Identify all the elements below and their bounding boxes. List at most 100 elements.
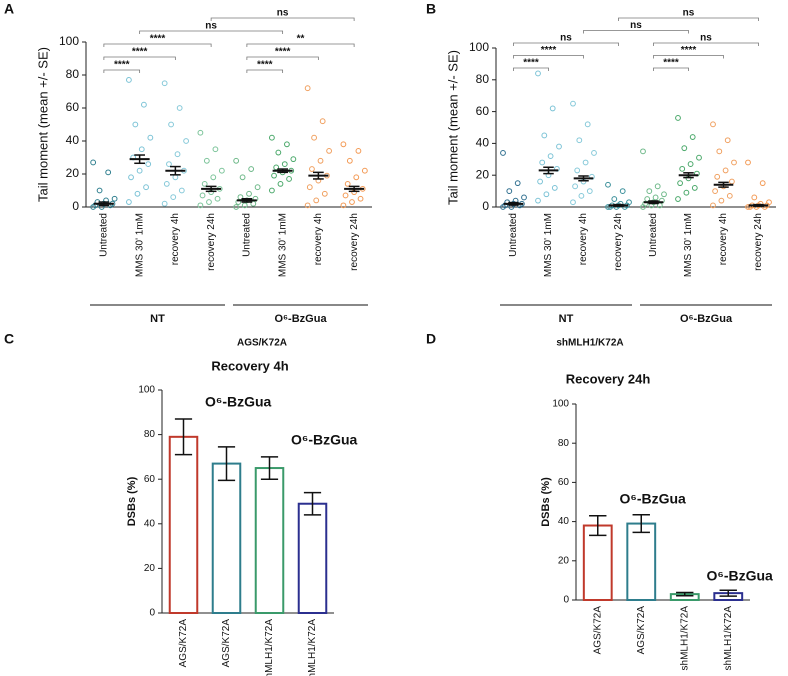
data-point <box>710 121 716 128</box>
data-point <box>574 167 581 174</box>
data-point <box>759 180 766 187</box>
y-tick-label: 20 <box>476 167 490 181</box>
data-point <box>691 185 698 191</box>
data-point <box>163 181 170 187</box>
bar <box>626 522 657 601</box>
data-point <box>161 200 168 207</box>
y-tick-label: 20 <box>558 555 570 566</box>
data-point <box>677 180 683 187</box>
x-tick-label: AGS/K72A <box>592 606 603 655</box>
significance-label: ns <box>630 20 642 31</box>
y-axis-label: Tail moment (mean +/- SE) <box>35 47 50 202</box>
data-point <box>132 121 139 128</box>
data-point <box>584 121 591 128</box>
data-point <box>309 166 315 172</box>
comparison-bracket <box>246 43 355 47</box>
x-tick-label: MMS 30' 1mM <box>683 213 694 277</box>
x-tick-label: MMS 30' 1mM <box>134 213 145 277</box>
y-tick-label: 40 <box>476 136 490 150</box>
data-point <box>105 169 112 176</box>
bar <box>254 467 285 614</box>
data-point <box>551 185 558 191</box>
x-tick-label: recovery 24h <box>613 213 624 271</box>
data-point <box>576 137 583 144</box>
data-point <box>547 153 554 160</box>
comparison-bracket <box>513 55 584 59</box>
data-point <box>745 159 751 166</box>
data-point <box>125 199 132 205</box>
data-point <box>537 178 543 185</box>
y-tick-label: 80 <box>66 67 80 81</box>
x-tick-label: shMLH1/K72A <box>723 606 734 671</box>
data-point <box>355 148 362 154</box>
data-point <box>284 141 290 148</box>
panel-label: A <box>4 1 14 17</box>
significance-label: **** <box>681 45 697 56</box>
comparison-bracket <box>513 42 619 46</box>
data-point <box>591 150 597 156</box>
y-tick-label: 80 <box>144 429 156 440</box>
data-point <box>166 161 172 168</box>
y-tick-label: 100 <box>138 385 155 396</box>
y-tick-label: 60 <box>66 100 80 114</box>
data-point <box>326 148 333 154</box>
data-point <box>138 146 145 153</box>
data-point <box>661 191 667 198</box>
data-point <box>619 188 626 195</box>
panel-header: shMLH1/K72A <box>556 338 623 349</box>
panel-label: D <box>426 331 436 347</box>
y-tick-label: 20 <box>144 563 156 574</box>
bar <box>211 462 242 614</box>
data-point <box>143 184 149 191</box>
significance-label: **** <box>663 58 679 69</box>
data-point <box>646 188 653 195</box>
data-point <box>683 189 690 196</box>
data-point <box>570 100 576 107</box>
y-tick-label: 0 <box>563 595 569 606</box>
data-point <box>731 159 737 166</box>
x-tick-label: AGS/K72A <box>178 619 189 668</box>
comparison-bracket <box>103 69 141 73</box>
data-point <box>687 161 694 167</box>
x-tick-label: shMLH1/K72A <box>264 619 275 676</box>
data-point <box>346 157 353 164</box>
chart-title: Recovery 24h <box>566 371 651 386</box>
annotation: O⁶-BzGua <box>205 394 272 410</box>
data-point <box>578 192 585 199</box>
y-tick-label: 100 <box>552 399 569 410</box>
significance-label: ns <box>560 33 572 44</box>
data-point <box>248 166 255 172</box>
panel-label: B <box>426 1 436 17</box>
data-point <box>679 165 686 172</box>
data-point <box>174 151 181 158</box>
data-point <box>349 199 355 205</box>
y-axis-label: DSBs (%) <box>126 476 138 526</box>
data-point <box>269 187 275 194</box>
data-point <box>317 157 324 164</box>
data-point <box>611 196 618 202</box>
data-point <box>570 199 576 206</box>
comparison-bracket <box>210 17 355 21</box>
data-point <box>281 161 288 168</box>
significance-label: **** <box>150 34 166 45</box>
x-tick-label: MMS 30' 1mM <box>277 213 288 277</box>
x-tick-label: recovery 4h <box>170 213 181 265</box>
y-axis-label: Tail moment (mean +/- SE) <box>445 50 460 205</box>
y-tick-label: 40 <box>66 133 80 147</box>
data-point <box>543 191 550 198</box>
significance-label: **** <box>132 47 148 58</box>
y-tick-label: 0 <box>482 199 489 213</box>
data-point <box>178 187 185 194</box>
data-point <box>90 159 97 166</box>
data-point <box>214 195 221 202</box>
data-point <box>696 154 702 161</box>
x-tick-label: recovery 4h <box>578 213 589 265</box>
significance-label: ns <box>205 21 217 32</box>
data-point <box>136 167 143 174</box>
data-point <box>572 183 578 190</box>
y-tick-label: 100 <box>469 40 489 54</box>
y-tick-label: 40 <box>558 516 570 527</box>
x-tick-label: MMS 30' 1mM <box>543 213 554 277</box>
bar <box>168 435 199 614</box>
y-tick-label: 60 <box>558 477 570 488</box>
